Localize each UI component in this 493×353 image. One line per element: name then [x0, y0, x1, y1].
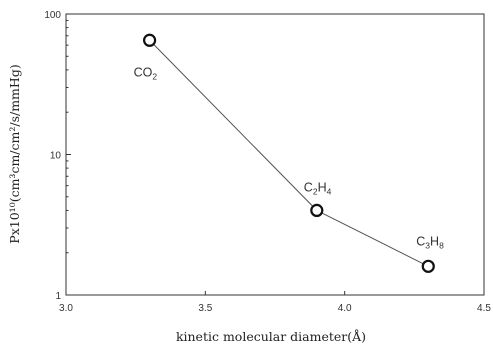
data-markers: [143, 33, 435, 273]
x-axis-label: kinetic molecular diameter(Å): [176, 329, 366, 344]
x-tick-label: 3.5: [198, 303, 212, 314]
data-point-marker: [310, 203, 324, 218]
series-line: [149, 39, 429, 267]
y-axis-ticks: 1 10 100: [44, 10, 71, 302]
plot-frame: [65, 13, 485, 296]
x-tick-label: 4.5: [477, 303, 491, 314]
x-axis-ticks: 3.0 3.5 4.0 4.5: [59, 291, 491, 314]
y-tick-label: 1: [55, 291, 61, 302]
x-tick-label: 3.0: [59, 303, 73, 314]
y-axis-label: Px10¹⁰(cm³cm/cm²/s/mmHg): [7, 64, 22, 243]
data-point-marker: [421, 259, 435, 273]
x-tick-label: 4.0: [338, 303, 352, 314]
data-point-marker: [143, 33, 157, 47]
data-point-label: CO2: [134, 65, 158, 81]
y-tick-label: 100: [44, 10, 61, 21]
data-point-label: C2H4: [304, 180, 332, 196]
y-tick-label: 10: [50, 151, 62, 162]
point-labels: CO2 C2H4 C3H8: [134, 65, 444, 250]
data-point-label: C3H8: [416, 234, 444, 250]
